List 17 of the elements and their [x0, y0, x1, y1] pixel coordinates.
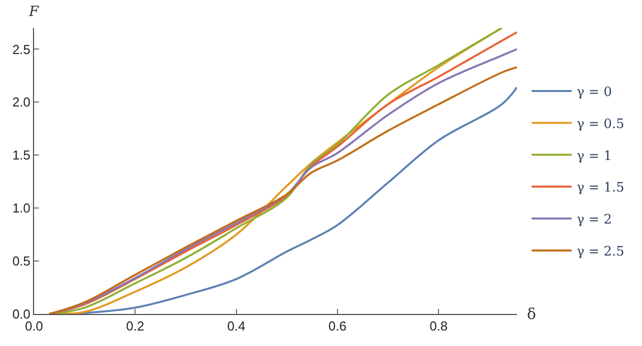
- legend-label: γ = 1: [576, 148, 612, 164]
- legend-label: γ = 2: [576, 212, 612, 228]
- y-tick-label: 0.5: [12, 254, 30, 269]
- legend-label: γ = 2.5: [576, 244, 624, 260]
- x-tick-label: 0.2: [126, 318, 144, 334]
- x-tick-label: 0.4: [227, 318, 246, 334]
- x-tick-label: 0.6: [328, 318, 346, 334]
- legend-label: γ = 0: [576, 85, 612, 100]
- y-tick-label: 1.5: [12, 148, 30, 163]
- x-axis-title: δ: [527, 305, 536, 323]
- x-tick-label: 0.8: [430, 318, 448, 334]
- legend-label: γ = 1.5: [576, 180, 624, 196]
- y-tick-label: 1.0: [12, 200, 30, 216]
- y-axis-title: F: [28, 4, 40, 20]
- legend-label: γ = 0.5: [576, 116, 624, 132]
- y-tick-label: 2.5: [12, 42, 30, 57]
- y-tick-label: 2.0: [12, 94, 30, 110]
